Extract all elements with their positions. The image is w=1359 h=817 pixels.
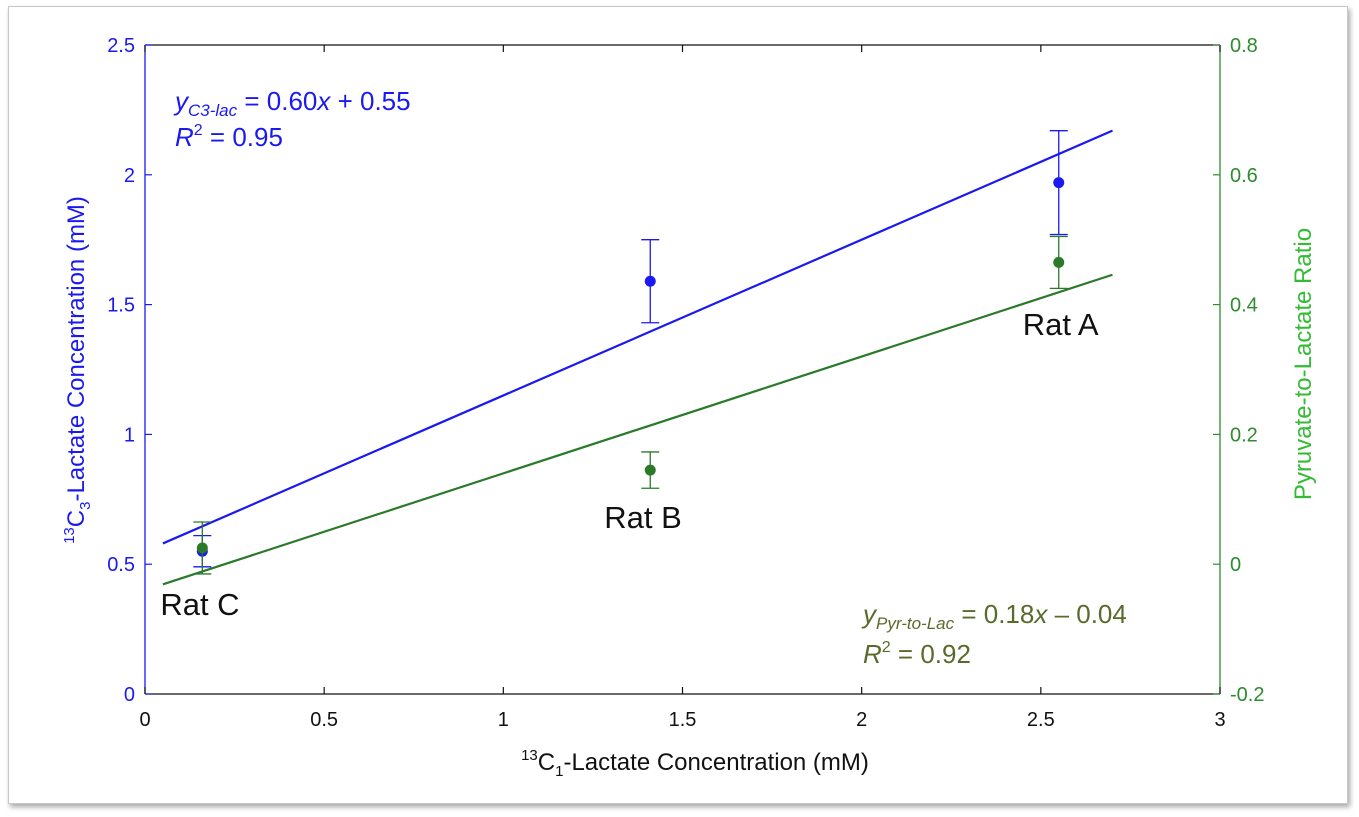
x-tick-label: 3 <box>1214 709 1225 731</box>
y-right-tick-label: -0.2 <box>1230 684 1264 706</box>
fit-equation-blue: yC3-lac = 0.60x + 0.55 <box>173 86 411 120</box>
xlabel-sup: 13 <box>521 747 538 764</box>
r-var: R <box>175 122 194 152</box>
fit-r2-green: R2 = 0.92 <box>863 639 971 669</box>
xlabel-base: C <box>538 749 555 776</box>
ylabel-left-sub: 3 <box>77 502 94 510</box>
xlabel-rest: -Lactate Concentration (mM) <box>563 749 868 776</box>
data-point-ratio <box>644 464 656 476</box>
r-val: = 0.92 <box>891 639 971 669</box>
fit-eq-a: = 0.60 <box>237 86 317 116</box>
y-right-tick-label: 0.6 <box>1230 165 1258 187</box>
ticks: 0 0.5 1 1.5 2 2.5 3 0 0.5 1 1.5 2 2.5 -0.2 0 0.2 0.4 0.6 0… <box>107 35 1264 731</box>
r-sup: 2 <box>194 122 203 139</box>
y-left-tick-label: 1 <box>124 424 135 446</box>
x-tick-label: 2 <box>856 709 867 731</box>
fit-line-ratio <box>162 273 1113 586</box>
y-right-tick-label: 0 <box>1230 554 1241 576</box>
data-point-lactate <box>1053 177 1065 189</box>
figure-frame <box>8 6 1348 804</box>
fit-lines <box>162 129 1113 586</box>
fit-eq-b: – 0.04 <box>1047 599 1127 629</box>
x-axis-label: 13C1-Lactate Concentration (mM) <box>521 747 869 780</box>
fit-eq-x: x <box>1032 599 1048 629</box>
fit-eq-x: x <box>315 86 331 116</box>
x-tick-label: 1 <box>498 709 509 731</box>
annotation-rat-a: Rat A <box>1023 307 1099 342</box>
fit-y-var: y <box>173 86 190 116</box>
data-point-ratio <box>196 542 208 554</box>
annotation-rat-c: Rat C <box>160 587 239 622</box>
data-point-lactate <box>644 275 656 287</box>
y-left-tick-label: 2.5 <box>107 35 135 57</box>
fit-y-sub: C3-lac <box>188 101 238 120</box>
ylabel-left-rest: -Lactate Concentration (mM) <box>63 196 90 501</box>
y-right-tick-label: 0.2 <box>1230 424 1258 446</box>
y-left-axis-label: 13C3-Lactate Concentration (mM) <box>61 196 94 544</box>
ylabel-left-base: C <box>63 510 90 527</box>
fit-eq-b: + 0.55 <box>330 86 410 116</box>
data-point-ratio <box>1053 256 1065 268</box>
xlabel-sub: 1 <box>555 763 563 780</box>
x-tick-label: 1.5 <box>669 709 697 731</box>
x-tick-label: 2.5 <box>1027 709 1055 731</box>
r-sup: 2 <box>882 639 891 656</box>
annotation-rat-b: Rat B <box>604 500 682 535</box>
y-left-tick-label: 2 <box>124 165 135 187</box>
y-left-tick-label: 1.5 <box>107 295 135 317</box>
x-tick-label: 0 <box>139 709 150 731</box>
fit-equation-green: yPyr-to-Lac = 0.18x – 0.04 <box>861 599 1127 633</box>
fit-eq-a: = 0.18 <box>954 599 1034 629</box>
fit-r2-blue: R2 = 0.95 <box>175 122 283 152</box>
y-left-tick-label: 0.5 <box>107 554 135 576</box>
y-right-tick-label: 0.4 <box>1230 295 1258 317</box>
y-left-tick-label: 0 <box>124 684 135 706</box>
fit-line-lactate <box>162 129 1113 545</box>
ylabel-left-sup: 13 <box>61 527 78 544</box>
r-var: R <box>863 639 882 669</box>
r-val: = 0.95 <box>203 122 283 152</box>
y-right-tick-label: 0.8 <box>1230 35 1258 57</box>
y-right-axis-label: Pyruvate-to-Lactate Ratio <box>1290 228 1317 500</box>
data-points <box>193 130 1068 575</box>
fit-y-sub: Pyr-to-Lac <box>876 614 955 633</box>
x-tick-label: 0.5 <box>310 709 338 731</box>
fit-y-var: y <box>861 599 878 629</box>
